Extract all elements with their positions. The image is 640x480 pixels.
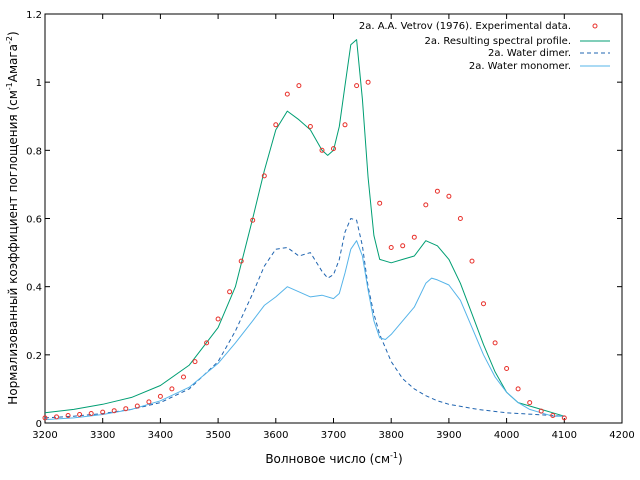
x-tick-label: 4100 <box>552 430 577 441</box>
data-point-experimental-data <box>284 91 290 97</box>
data-point-experimental-data <box>54 414 59 420</box>
data-point-experimental-data <box>354 83 360 89</box>
axis-ticks <box>44 13 623 424</box>
data-point-experimental-data <box>77 412 83 417</box>
legend-label-water-dimer: 2a. Water dimer. <box>488 48 571 59</box>
legend-label-resulting-profile: 2a. Resulting spectral profile. <box>425 36 571 47</box>
data-point-experimental-data <box>550 413 556 418</box>
x-tick-label: 3800 <box>378 430 403 441</box>
x-tick-label: 4000 <box>494 430 519 441</box>
data-point-experimental-data <box>481 301 486 307</box>
data-point-experimental-data <box>88 411 94 416</box>
series-line-water-monomer <box>44 240 565 421</box>
data-point-experimental-data <box>134 403 140 409</box>
y-tick-label: 0.8 <box>26 146 42 157</box>
data-point-experimental-data <box>215 316 221 322</box>
x-tick-label: 3700 <box>321 430 346 441</box>
x-tick-label: 3500 <box>205 430 230 441</box>
data-point-experimental-data <box>250 217 256 223</box>
data-point-experimental-data <box>527 400 533 406</box>
data-point-experimental-data <box>504 366 510 371</box>
x-tick-label: 3400 <box>148 430 173 441</box>
legend-marker-experimental <box>592 23 598 29</box>
data-point-experimental-data <box>365 79 371 85</box>
data-point-experimental-data <box>307 124 313 129</box>
y-tick-label: 0.6 <box>26 215 42 226</box>
data-point-experimental-data <box>377 200 383 206</box>
data-point-experimental-data <box>538 408 544 414</box>
data-point-experimental-data <box>204 340 210 346</box>
data-point-experimental-data <box>169 386 175 392</box>
data-point-experimental-data <box>238 258 244 264</box>
y-tick-label: 1.2 <box>26 10 42 21</box>
data-point-experimental-data <box>100 409 106 415</box>
data-point-experimental-data <box>423 202 429 208</box>
data-point-experimental-data <box>111 408 117 414</box>
legend: 2a. A.A. Vetrov (1976). Experimental dat… <box>359 21 610 72</box>
x-tick-label: 3300 <box>90 430 115 441</box>
x-tick-label: 4200 <box>609 430 634 441</box>
y-tick-label: 0.4 <box>26 283 42 294</box>
series-layer <box>42 39 567 421</box>
series-line-water-dimer <box>44 218 565 419</box>
data-point-experimental-data <box>157 393 163 399</box>
data-point-experimental-data <box>331 146 336 152</box>
legend-label-experimental: 2a. A.A. Vetrov (1976). Experimental dat… <box>359 21 571 32</box>
data-point-experimental-data <box>227 289 233 295</box>
data-point-experimental-data <box>181 374 186 380</box>
data-point-experimental-data <box>561 415 567 421</box>
legend-label-water-monomer: 2a. Water monomer. <box>469 61 571 72</box>
data-point-experimental-data <box>469 258 475 264</box>
plot-frame <box>44 13 623 424</box>
data-point-experimental-data <box>411 234 417 240</box>
y-tick-label: 0 <box>36 419 42 430</box>
y-tick-labels: 0 0.2 0.4 0.6 0.8 1 1.2 <box>26 10 42 430</box>
data-point-experimental-data <box>42 415 48 421</box>
data-point-experimental-data <box>446 193 452 199</box>
x-tick-label: 3900 <box>436 430 461 441</box>
data-point-experimental-data <box>319 147 325 153</box>
y-axis-label: Нормализованный коэффициент поглощения (… <box>5 31 20 404</box>
data-point-experimental-data <box>388 245 394 250</box>
y-tick-label: 0.2 <box>26 351 42 362</box>
data-point-experimental-data <box>457 216 463 221</box>
data-point-experimental-data <box>492 340 498 346</box>
data-point-experimental-data <box>515 386 521 392</box>
data-point-experimental-data <box>192 359 198 365</box>
data-point-experimental-data <box>296 83 302 89</box>
data-point-experimental-data <box>65 413 71 418</box>
x-tick-label: 3600 <box>263 430 288 441</box>
data-point-experimental-data <box>261 173 267 179</box>
data-point-experimental-data <box>434 188 440 194</box>
series-line-resulting-profile <box>44 39 565 417</box>
data-point-experimental-data <box>342 122 348 128</box>
y-tick-label: 1 <box>36 78 42 89</box>
x-axis-label: Волновое число (см-1) <box>265 451 402 466</box>
data-point-experimental-data <box>146 399 152 405</box>
x-tick-label: 3200 <box>32 430 57 441</box>
data-point-experimental-data <box>123 406 129 412</box>
x-tick-labels: 3200 3300 3400 3500 3600 3700 3800 3900 4000 4100… <box>32 430 634 441</box>
data-point-experimental-data <box>400 243 406 249</box>
data-point-experimental-data <box>273 122 279 128</box>
